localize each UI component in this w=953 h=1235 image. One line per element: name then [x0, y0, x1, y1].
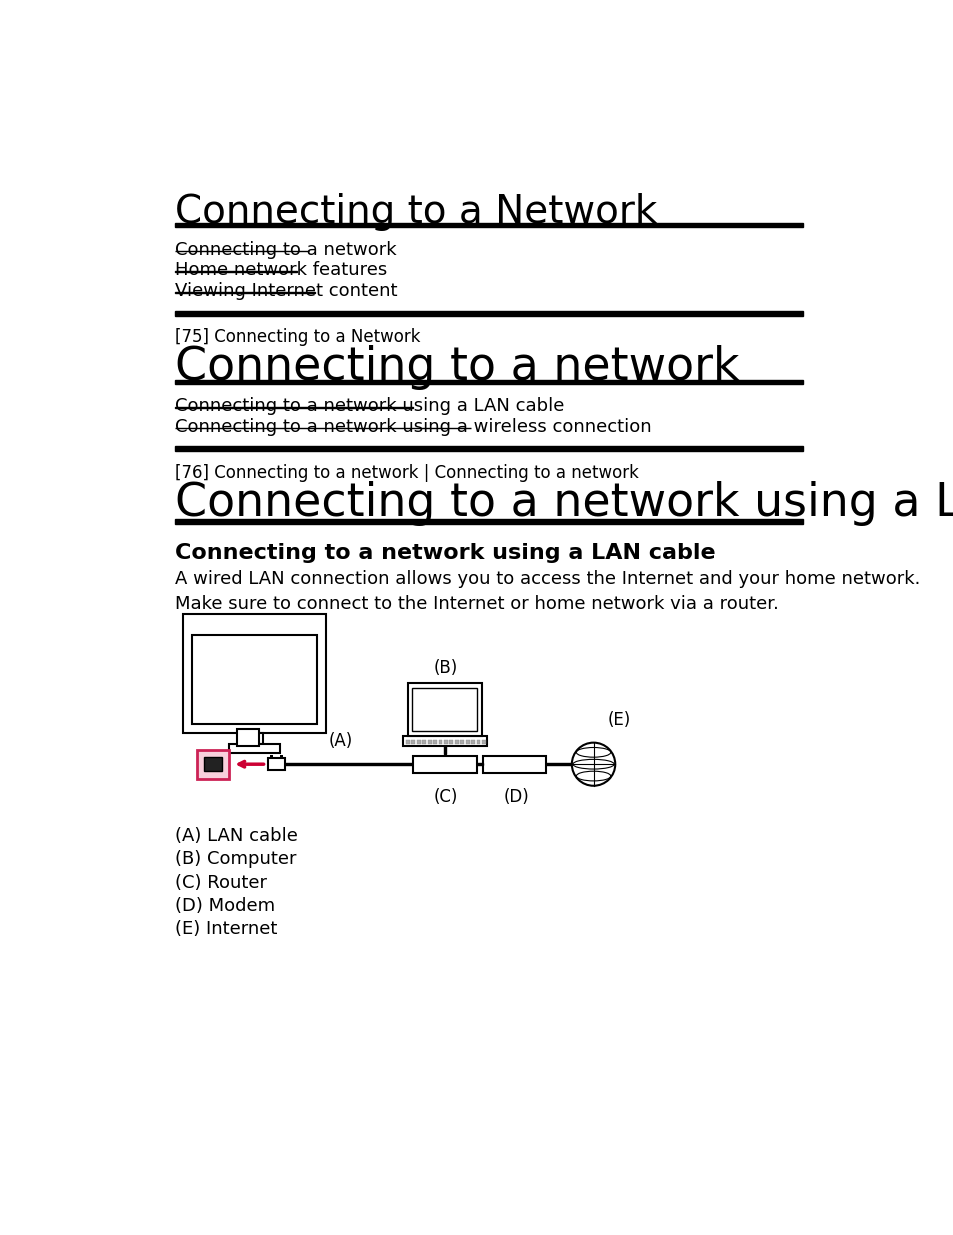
Text: (B) Computer: (B) Computer — [174, 851, 296, 868]
Circle shape — [571, 742, 615, 785]
Text: (A): (A) — [328, 732, 353, 751]
Text: (A) LAN cable: (A) LAN cable — [174, 827, 297, 845]
Bar — [443, 740, 447, 745]
Text: Connecting to a network using a LAN cable: Connecting to a network using a LAN cabl… — [174, 396, 564, 415]
Bar — [481, 740, 485, 745]
Bar — [174, 446, 802, 451]
Text: (E) Internet: (E) Internet — [174, 920, 277, 937]
Bar — [192, 635, 316, 724]
Bar — [279, 755, 282, 758]
Bar — [174, 311, 802, 316]
Text: (D): (D) — [503, 788, 529, 806]
Bar — [471, 740, 475, 745]
Bar — [427, 740, 431, 745]
Text: Connecting to a network using a wireless connection: Connecting to a network using a wireless… — [174, 417, 651, 436]
Bar — [476, 740, 480, 745]
Bar — [546, 763, 571, 764]
Bar — [268, 758, 285, 771]
Text: [75] Connecting to a Network: [75] Connecting to a Network — [174, 329, 420, 346]
Text: (C): (C) — [434, 788, 457, 806]
Bar — [411, 740, 415, 745]
Bar — [270, 755, 274, 758]
Bar — [449, 740, 453, 745]
Bar — [443, 746, 445, 755]
Bar — [285, 763, 419, 764]
Bar — [412, 688, 476, 731]
Text: [76] Connecting to a network | Connecting to a network: [76] Connecting to a network | Connectin… — [174, 464, 639, 482]
Bar — [459, 740, 464, 745]
Bar — [482, 756, 546, 773]
Bar — [465, 740, 469, 745]
Text: Viewing Internet content: Viewing Internet content — [174, 282, 397, 300]
Text: Connecting to a network: Connecting to a network — [174, 241, 396, 258]
Bar — [406, 740, 410, 745]
Text: Connecting to a Network: Connecting to a Network — [174, 193, 657, 231]
Bar — [174, 520, 802, 524]
Bar — [433, 740, 436, 745]
Bar — [174, 222, 802, 227]
Bar — [422, 740, 426, 745]
Bar — [236, 729, 258, 746]
Text: Connecting to a network using a LAN cable: Connecting to a network using a LAN cabl… — [174, 480, 953, 526]
Text: A wired LAN connection allows you to access the Internet and your home network.: A wired LAN connection allows you to acc… — [174, 571, 920, 588]
Bar — [245, 734, 262, 745]
Bar — [204, 757, 221, 771]
Bar — [229, 745, 279, 753]
Text: Make sure to connect to the Internet or home network via a router.: Make sure to connect to the Internet or … — [174, 595, 778, 613]
Text: Connecting to a network: Connecting to a network — [174, 346, 739, 390]
Bar — [455, 740, 458, 745]
Text: (D) Modem: (D) Modem — [174, 897, 274, 915]
Bar — [183, 614, 326, 734]
Bar — [174, 380, 802, 384]
Bar — [407, 683, 481, 736]
Text: Connecting to a network using a LAN cable: Connecting to a network using a LAN cabl… — [174, 543, 715, 563]
Bar — [402, 736, 486, 746]
Bar — [413, 756, 476, 773]
Text: (B): (B) — [434, 659, 457, 677]
Text: Home network features: Home network features — [174, 262, 387, 279]
Text: (E): (E) — [607, 711, 630, 729]
Text: (C) Router: (C) Router — [174, 873, 267, 892]
Bar — [438, 740, 442, 745]
Bar — [416, 740, 420, 745]
Bar — [196, 750, 229, 779]
Bar — [476, 763, 482, 764]
